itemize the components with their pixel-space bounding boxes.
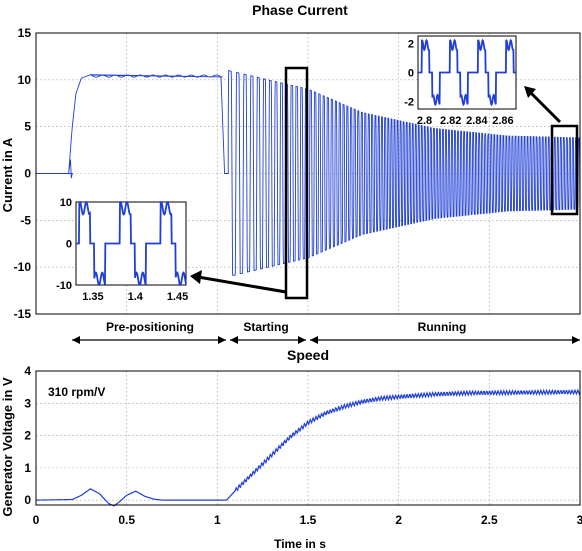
speed-trace-line	[35, 388, 581, 507]
inset-x-tick-label: 1.35	[82, 291, 103, 303]
current-chart-title: Phase Current	[252, 2, 348, 18]
current-trace	[36, 70, 581, 277]
current-chart: Phase Current Current in A 15 10 5 0 -5 -10 -1…	[0, 2, 581, 344]
inset-y-tick-label: 2	[408, 38, 414, 50]
inset-x-tick-label: 2.8	[417, 115, 432, 127]
inset-running-trace	[418, 38, 516, 107]
speed-x-axis-label: Time in s	[274, 537, 326, 551]
speed-chart: Speed Time in s Generator Voltage in V 3…	[0, 347, 582, 551]
inset-trace-line	[418, 38, 516, 107]
speed-annotation: 310 rpm/V	[48, 385, 105, 399]
speed-y-tick-label: 1	[24, 461, 31, 475]
phase-annotations: Pre-positioning Starting Running	[72, 320, 580, 344]
speed-plot-frame	[35, 370, 581, 506]
current-y-tick-label: 10	[18, 73, 32, 87]
speed-chart-title: Speed	[287, 347, 329, 363]
inset-y-tick-label: 0	[408, 68, 414, 80]
inset-starting-trace	[76, 200, 187, 287]
inset-x-tick-label: 2.86	[492, 115, 513, 127]
speed-x-tick-label: 3	[577, 513, 582, 527]
current-y-tick-label: 15	[18, 26, 32, 40]
speed-x-tick-label: 0.5	[118, 513, 135, 527]
speed-y-tick-label: 4	[24, 364, 31, 378]
speed-x-tick-label: 0	[33, 513, 40, 527]
inset-left-arrow	[190, 270, 287, 294]
starting-highlight-box	[284, 66, 309, 300]
inset-right-arrow	[524, 86, 562, 124]
inset-running-ticks: 2 0 -22.8 2.82 2.84 2.86	[404, 38, 513, 127]
inset-y-tick-label: -2	[404, 97, 414, 109]
speed-x-tick-label: 2	[395, 513, 402, 527]
inset-running: 2 0 -22.8 2.82 2.84 2.86	[404, 35, 517, 127]
speed-y-tick-label: 3	[24, 396, 31, 410]
current-y-tick-label: -5	[20, 213, 31, 227]
current-y-ticks: 15 10 5 0 -5 -10 -15	[14, 26, 32, 321]
speed-y-tick-label: 2	[24, 429, 31, 443]
current-y-tick-label: -15	[14, 307, 32, 321]
speed-y-ticks: 4 3 2 1 0	[24, 364, 31, 507]
inset-y-tick-label: 10	[60, 197, 72, 209]
speed-y-tick-label: 0	[24, 493, 31, 507]
inset-starting-ticks: 10 0 -10 1.35 1.4 1.45	[56, 197, 188, 303]
speed-y-axis-label: Generator Voltage in V	[0, 377, 15, 517]
current-plot-frame	[35, 32, 581, 315]
current-y-tick-label: 0	[24, 167, 31, 181]
speed-x-tick-label: 1	[214, 513, 221, 527]
inset-x-tick-label: 2.82	[440, 115, 461, 127]
current-y-tick-label: 5	[24, 120, 31, 134]
phase-label-prepositioning: Pre-positioning	[106, 320, 194, 334]
inset-x-tick-label: 1.4	[128, 291, 144, 303]
speed-x-tick-label: 1.5	[300, 513, 317, 527]
inset-x-tick-label: 1.45	[167, 291, 188, 303]
speed-x-ticks: 0 0.5 1 1.5 2 2.5 3	[33, 513, 582, 527]
current-y-tick-label: -10	[14, 260, 32, 274]
current-y-axis-label: Current in A	[0, 137, 15, 212]
current-trace-line	[36, 70, 581, 277]
speed-trace	[35, 388, 581, 507]
inset-y-tick-label: 0	[66, 239, 72, 251]
running-highlight-box	[550, 124, 579, 216]
phase-label-starting: Starting	[243, 320, 288, 334]
inset-starting: 10 0 -10 1.35 1.4 1.45	[56, 197, 188, 303]
inset-y-tick-label: -10	[56, 280, 72, 292]
inset-x-tick-label: 2.84	[466, 115, 488, 127]
speed-x-tick-label: 2.5	[481, 513, 498, 527]
phase-label-running: Running	[418, 320, 467, 334]
inset-trace-line	[76, 200, 187, 287]
